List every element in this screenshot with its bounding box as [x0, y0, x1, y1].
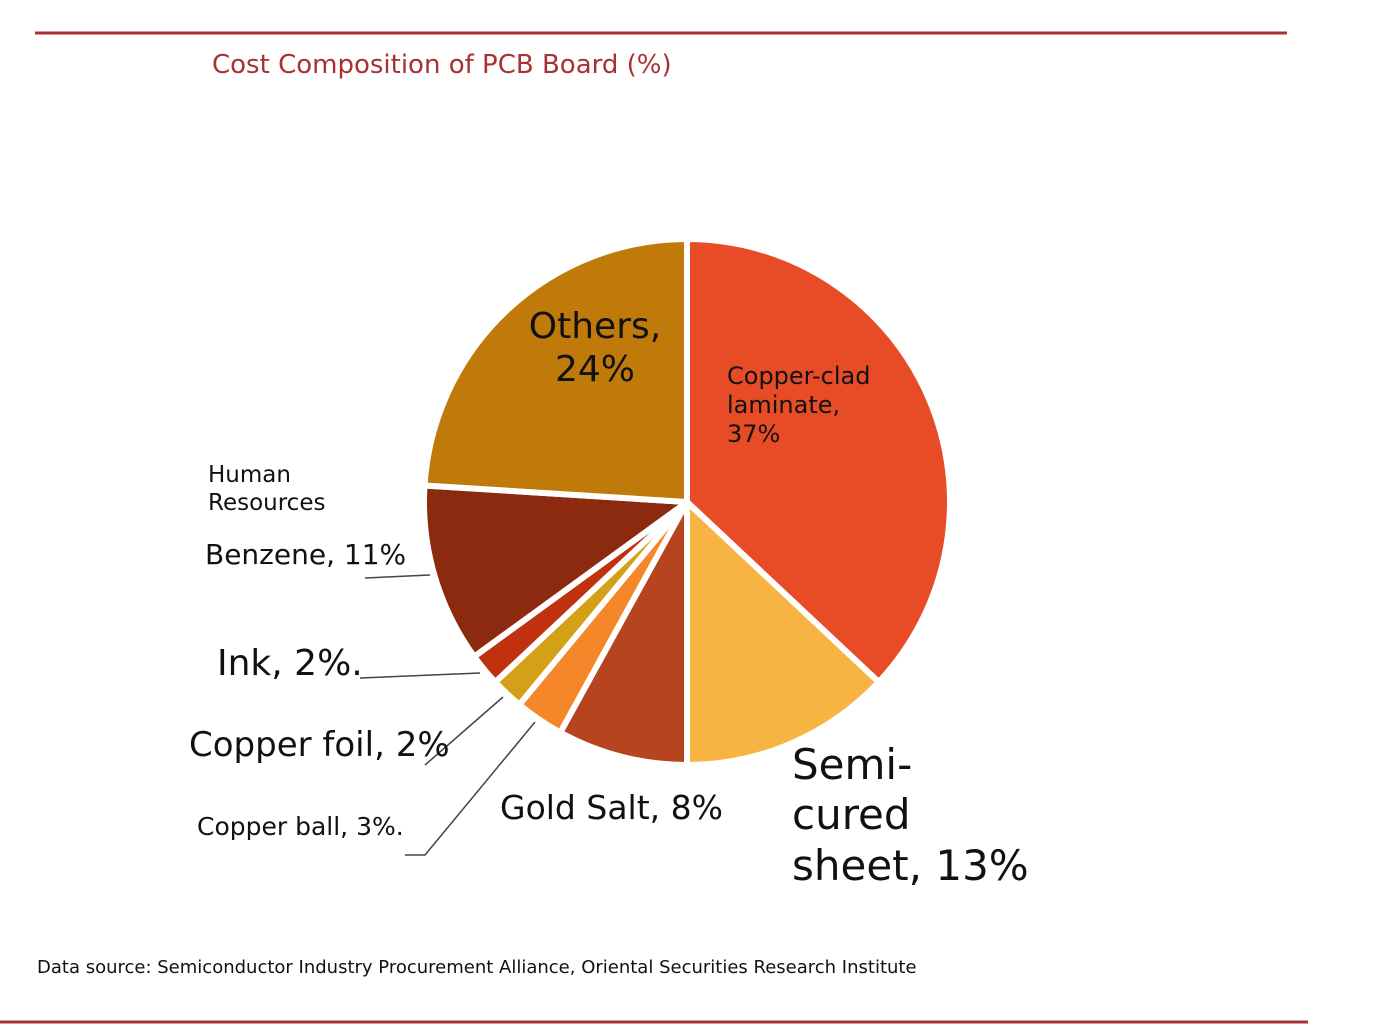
leader-line	[424, 696, 504, 766]
source-note: Data source: Semiconductor Industry Proc…	[37, 957, 917, 978]
pie-slice	[421, 482, 690, 660]
leader-line	[405, 721, 536, 856]
slice-label: Ink, 2%.	[217, 643, 363, 684]
pie-slice	[421, 236, 690, 505]
pie-slice	[557, 499, 690, 768]
slice-label: Semi- cured sheet, 13%	[792, 740, 1029, 890]
slice-label: Others, 24%	[528, 306, 662, 391]
slice-label: Copper ball, 3%.	[197, 812, 404, 841]
leader-line	[359, 672, 481, 679]
slice-label: Copper foil, 2%	[189, 725, 450, 765]
leader-line	[364, 574, 431, 579]
slice-label: Gold Salt, 8%	[500, 788, 723, 827]
leader-lines	[359, 574, 536, 856]
slice-label: Copper-clad laminate, 37%	[727, 362, 871, 448]
pie-slice	[684, 236, 953, 686]
chart-title: Cost Composition of PCB Board (%)	[212, 50, 672, 80]
pie-slice	[684, 499, 882, 768]
slice-label: Benzene, 11%	[205, 538, 407, 571]
annotation: Human Resources	[208, 462, 326, 516]
